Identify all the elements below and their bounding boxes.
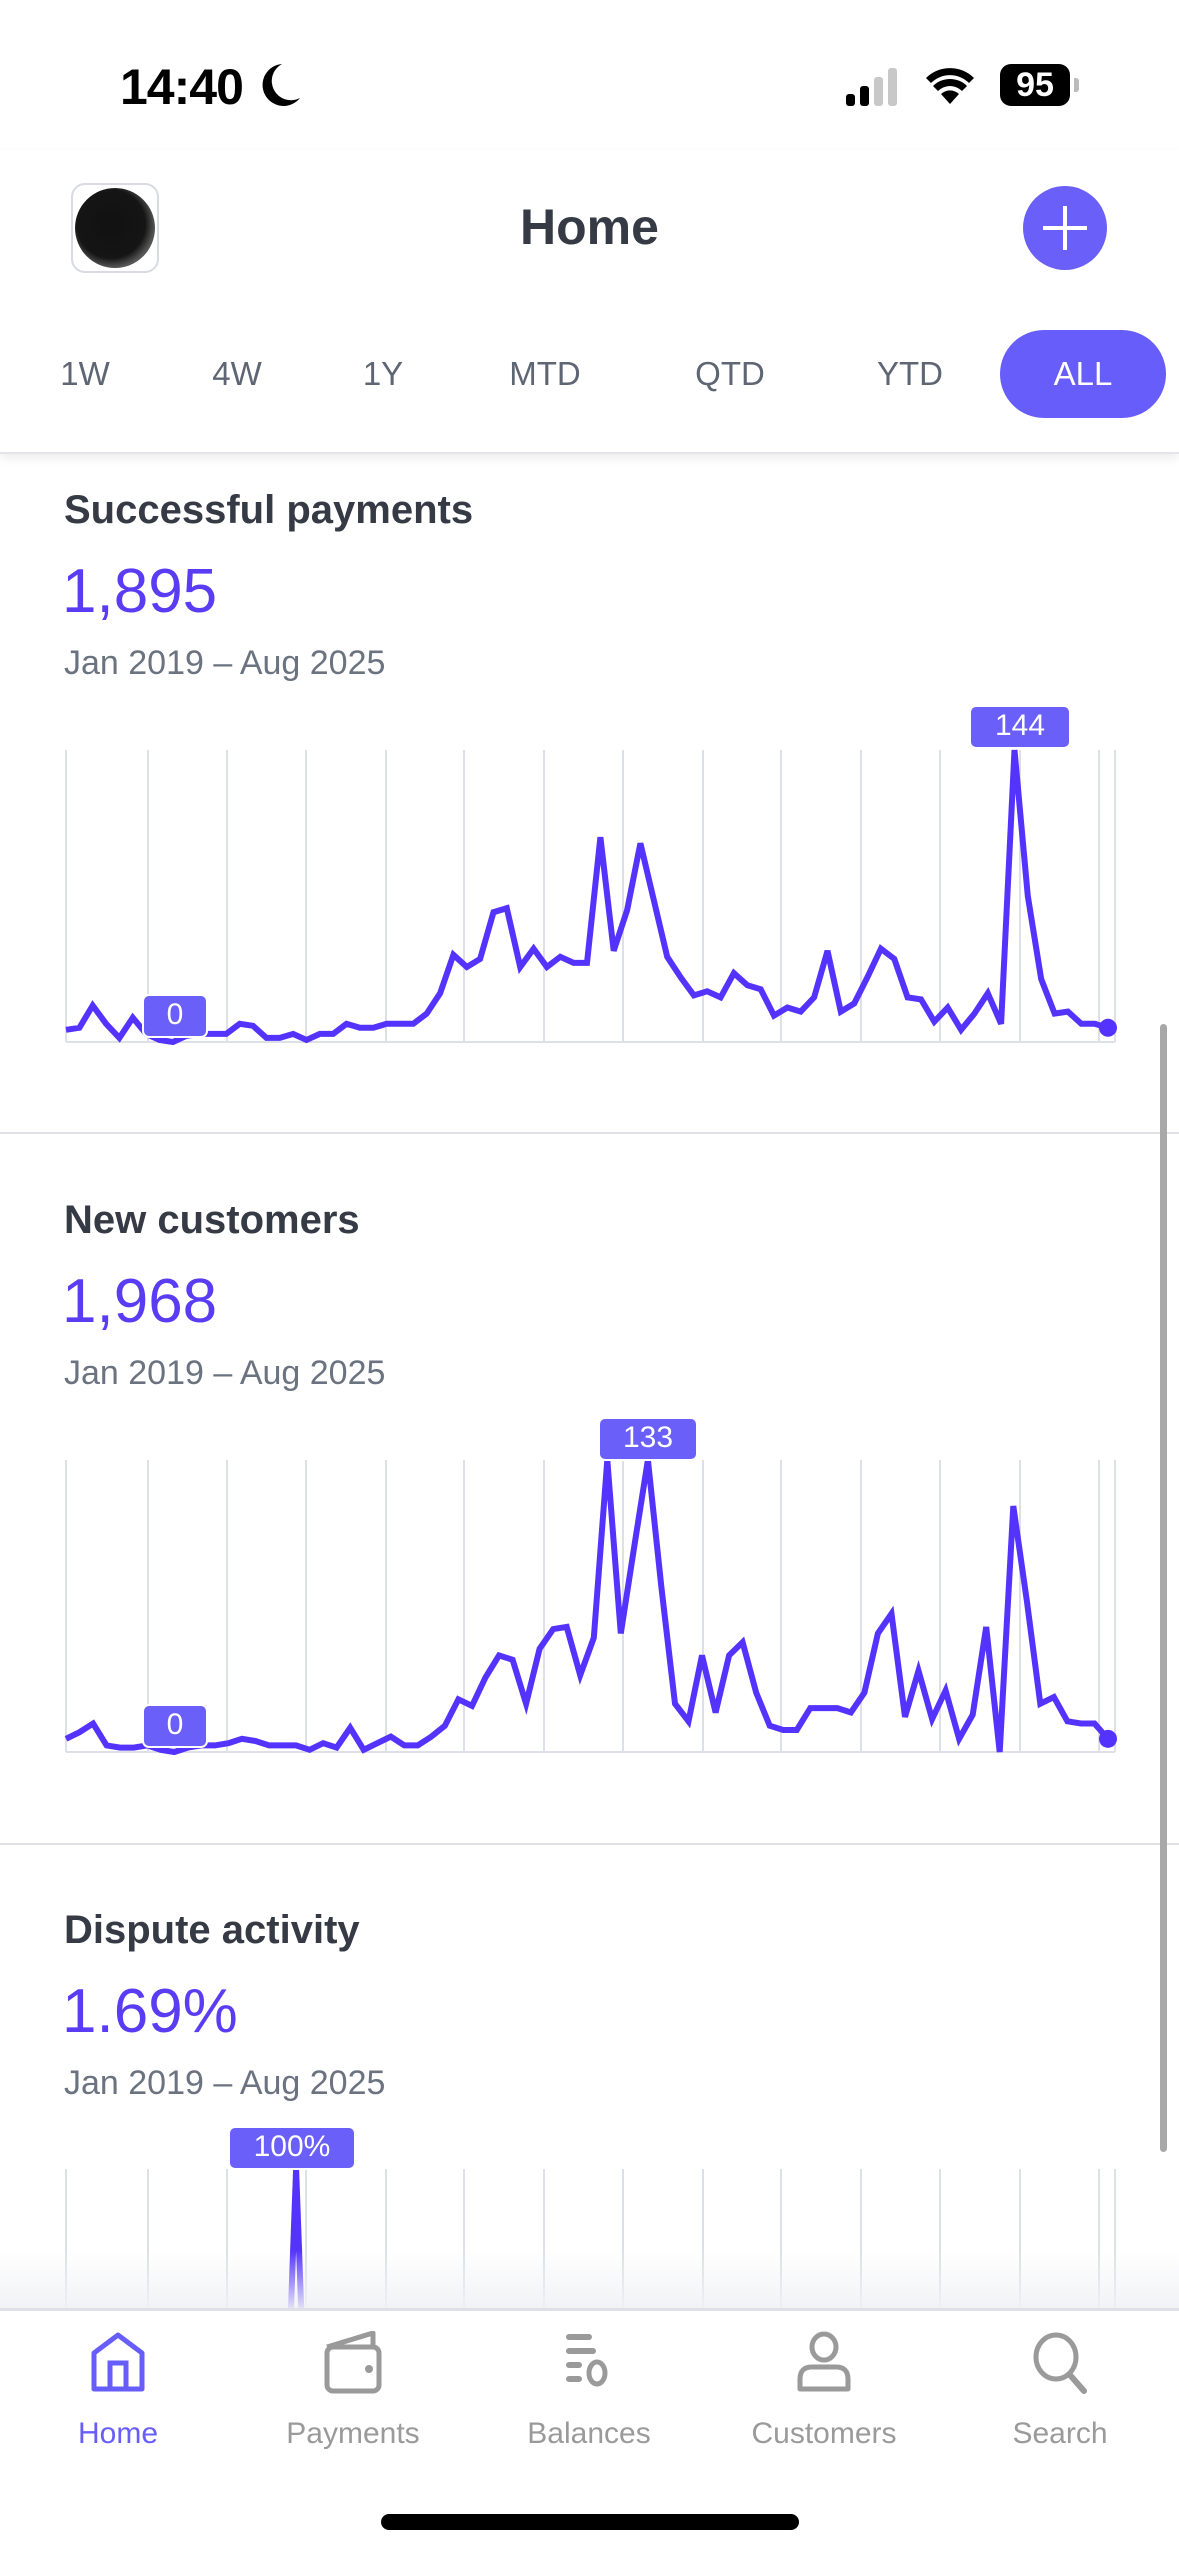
- bottom-tab-bar: Home Payments Balances Customers Search: [0, 2308, 1179, 2559]
- add-button[interactable]: [1023, 186, 1107, 270]
- status-time: 14:40: [120, 59, 244, 115]
- series-line: [65, 749, 1109, 1046]
- home-indicator: [381, 2514, 799, 2530]
- nav-home[interactable]: Home: [18, 2331, 218, 2451]
- account-avatar[interactable]: [71, 183, 159, 273]
- section-divider: [0, 1843, 1179, 1845]
- successful-payments-chart[interactable]: [0, 700, 1179, 1060]
- person-icon: [797, 2331, 851, 2392]
- new-customers-date-range: Jan 2019 – Aug 2025: [64, 1354, 386, 1392]
- search-icon: [1033, 2332, 1087, 2394]
- chart-max-label: 100%: [228, 2126, 356, 2170]
- successful-payments-value: 1,895: [62, 557, 218, 626]
- balances-icon: [566, 2334, 608, 2387]
- nav-balances[interactable]: Balances: [489, 2331, 689, 2451]
- scroll-fade: [0, 2250, 1179, 2308]
- time-range-tabs: 1W 4W 1Y MTD QTD YTD ALL: [0, 330, 1179, 418]
- nav-customers[interactable]: Customers: [724, 2331, 924, 2451]
- tab-1w[interactable]: 1W: [60, 355, 110, 392]
- new-customers-value: 1,968: [62, 1267, 218, 1336]
- nav-payments[interactable]: Payments: [253, 2331, 453, 2451]
- nav-label: Payments: [286, 2417, 420, 2450]
- series-line: [64, 1459, 1111, 1756]
- wallet-icon: [324, 2331, 382, 2394]
- nav-label: Balances: [527, 2417, 651, 2450]
- battery-nub: [1074, 78, 1079, 92]
- header-bar: [0, 150, 1179, 454]
- section-title-successful-payments[interactable]: Successful payments: [64, 488, 474, 532]
- home-icon: [91, 2332, 145, 2392]
- tab-qtd[interactable]: QTD: [695, 355, 765, 392]
- chart-max-label: 144: [969, 705, 1071, 749]
- nav-label: Search: [1012, 2417, 1108, 2450]
- nav-label: Home: [77, 2417, 159, 2450]
- nav-label: Customers: [751, 2417, 897, 2450]
- chart-max-label: 133: [598, 1417, 698, 1461]
- avatar-image: [75, 188, 155, 268]
- chart-min-label: 0: [142, 1704, 208, 1748]
- latest-data-point: [1099, 1018, 1117, 1037]
- section-divider: [0, 1132, 1179, 1134]
- tab-all[interactable]: ALL: [1000, 330, 1166, 418]
- section-title-new-customers[interactable]: New customers: [64, 1198, 360, 1242]
- section-title-dispute-activity[interactable]: Dispute activity: [64, 1908, 360, 1952]
- scrollbar[interactable]: [1160, 1024, 1167, 2152]
- dispute-activity-value: 1.69%: [62, 1977, 238, 2046]
- dispute-activity-date-range: Jan 2019 – Aug 2025: [64, 2064, 386, 2102]
- tab-mtd[interactable]: MTD: [509, 355, 581, 392]
- chart-min-label: 0: [142, 994, 208, 1038]
- successful-payments-date-range: Jan 2019 – Aug 2025: [64, 644, 386, 682]
- new-customers-chart[interactable]: [0, 1420, 1179, 1780]
- page-title: Home: [520, 199, 659, 255]
- latest-data-point: [1099, 1729, 1117, 1748]
- tab-1y[interactable]: 1Y: [362, 355, 404, 392]
- cellular-signal-icon: [846, 68, 897, 106]
- battery-indicator: 95: [1000, 64, 1070, 106]
- wifi-icon: [926, 68, 974, 104]
- moon-icon: [262, 64, 300, 106]
- tab-4w[interactable]: 4W: [212, 355, 262, 392]
- tab-ytd[interactable]: YTD: [877, 355, 943, 392]
- nav-search[interactable]: Search: [960, 2331, 1160, 2451]
